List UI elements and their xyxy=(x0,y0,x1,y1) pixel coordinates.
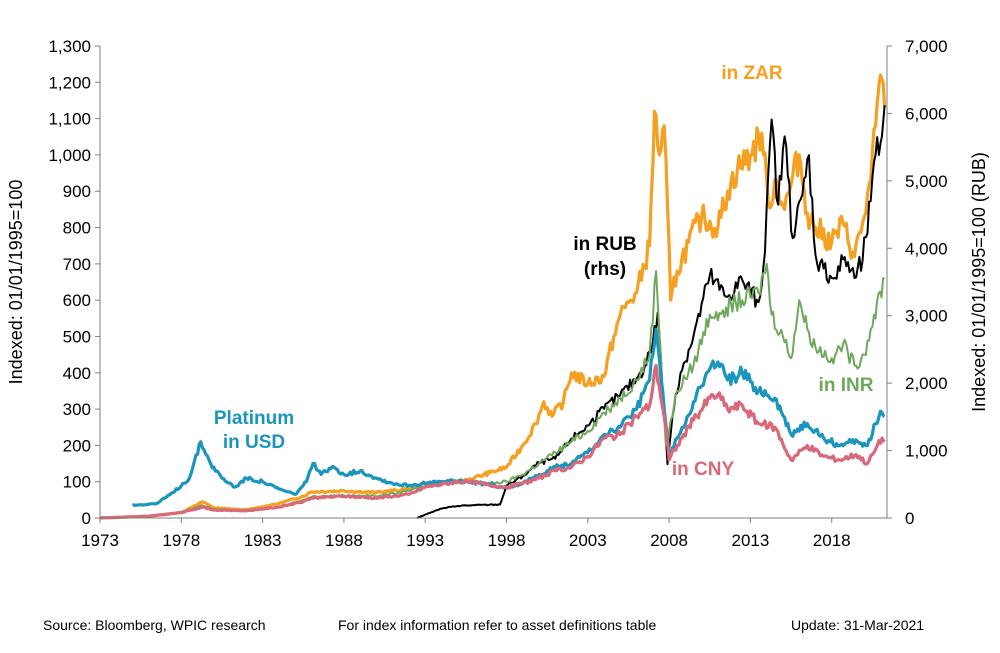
left-tick-label: 100 xyxy=(63,473,91,492)
left-tick-label: 200 xyxy=(63,436,91,455)
label-platinum-usd-1: Platinum xyxy=(214,408,294,429)
right-tick-label: 4,000 xyxy=(905,239,948,258)
x-tick-label: 1988 xyxy=(325,531,363,550)
label-zar: in ZAR xyxy=(721,63,782,84)
left-tick-label: 300 xyxy=(63,400,91,419)
label-cny: in CNY xyxy=(672,459,735,480)
x-tick-label: 2008 xyxy=(650,531,688,550)
x-tick-label: 1993 xyxy=(406,531,444,550)
series-line-in-zar xyxy=(99,73,887,520)
left-axis-title: Indexed: 01/01/1995=100 xyxy=(6,180,26,385)
right-tick-label: 7,000 xyxy=(905,37,948,56)
x-tick-label: 2003 xyxy=(569,531,607,550)
right-axis-title: Indexed: 01/01/1995=100 (RUB) xyxy=(969,152,989,412)
footer-update: Update: 31-Mar-2021 xyxy=(791,617,925,633)
footer-source: Source: Bloomberg, WPIC research xyxy=(43,617,266,633)
left-tick-label: 1,100 xyxy=(48,110,91,129)
footer-note: For index information refer to asset def… xyxy=(338,617,657,633)
series-line-in-rub-rhs xyxy=(416,105,886,519)
x-tick-label: 1983 xyxy=(244,531,282,550)
right-tick-label: 3,000 xyxy=(905,307,948,326)
label-rub-1: in RUB xyxy=(573,234,636,255)
left-tick-label: 700 xyxy=(63,255,91,274)
x-tick-label: 2013 xyxy=(731,531,769,550)
right-tick-label: 0 xyxy=(905,509,914,528)
platinum-price-chart: 0 100 200 300 400 500 600 700 800 900 1,000 1,100 1,… xyxy=(6,37,989,550)
left-tick-label: 1,300 xyxy=(48,37,91,56)
x-tick-label: 1973 xyxy=(81,531,119,550)
right-tick-label: 2,000 xyxy=(905,374,948,393)
right-tick-label: 6,000 xyxy=(905,104,948,123)
left-tick-label: 900 xyxy=(63,182,91,201)
left-tick-label: 0 xyxy=(82,509,91,528)
series-line-in-inr xyxy=(100,262,885,519)
left-tick-label: 800 xyxy=(63,219,91,238)
label-inr: in INR xyxy=(819,375,874,396)
series-line-in-cny xyxy=(99,363,886,520)
left-tick-label: 500 xyxy=(63,327,91,346)
x-tick-label: 1978 xyxy=(162,531,200,550)
left-tick-label: 1,000 xyxy=(48,146,91,165)
right-tick-label: 1,000 xyxy=(905,442,948,461)
right-tick-label: 5,000 xyxy=(905,172,948,191)
left-tick-label: 600 xyxy=(63,291,91,310)
x-tick-label: 1998 xyxy=(488,531,526,550)
x-tick-label: 2018 xyxy=(813,531,851,550)
left-tick-label: 1,200 xyxy=(48,73,91,92)
label-platinum-usd-2: in USD xyxy=(223,432,285,453)
label-rub-2: (rhs) xyxy=(584,259,626,280)
left-tick-label: 400 xyxy=(63,364,91,383)
